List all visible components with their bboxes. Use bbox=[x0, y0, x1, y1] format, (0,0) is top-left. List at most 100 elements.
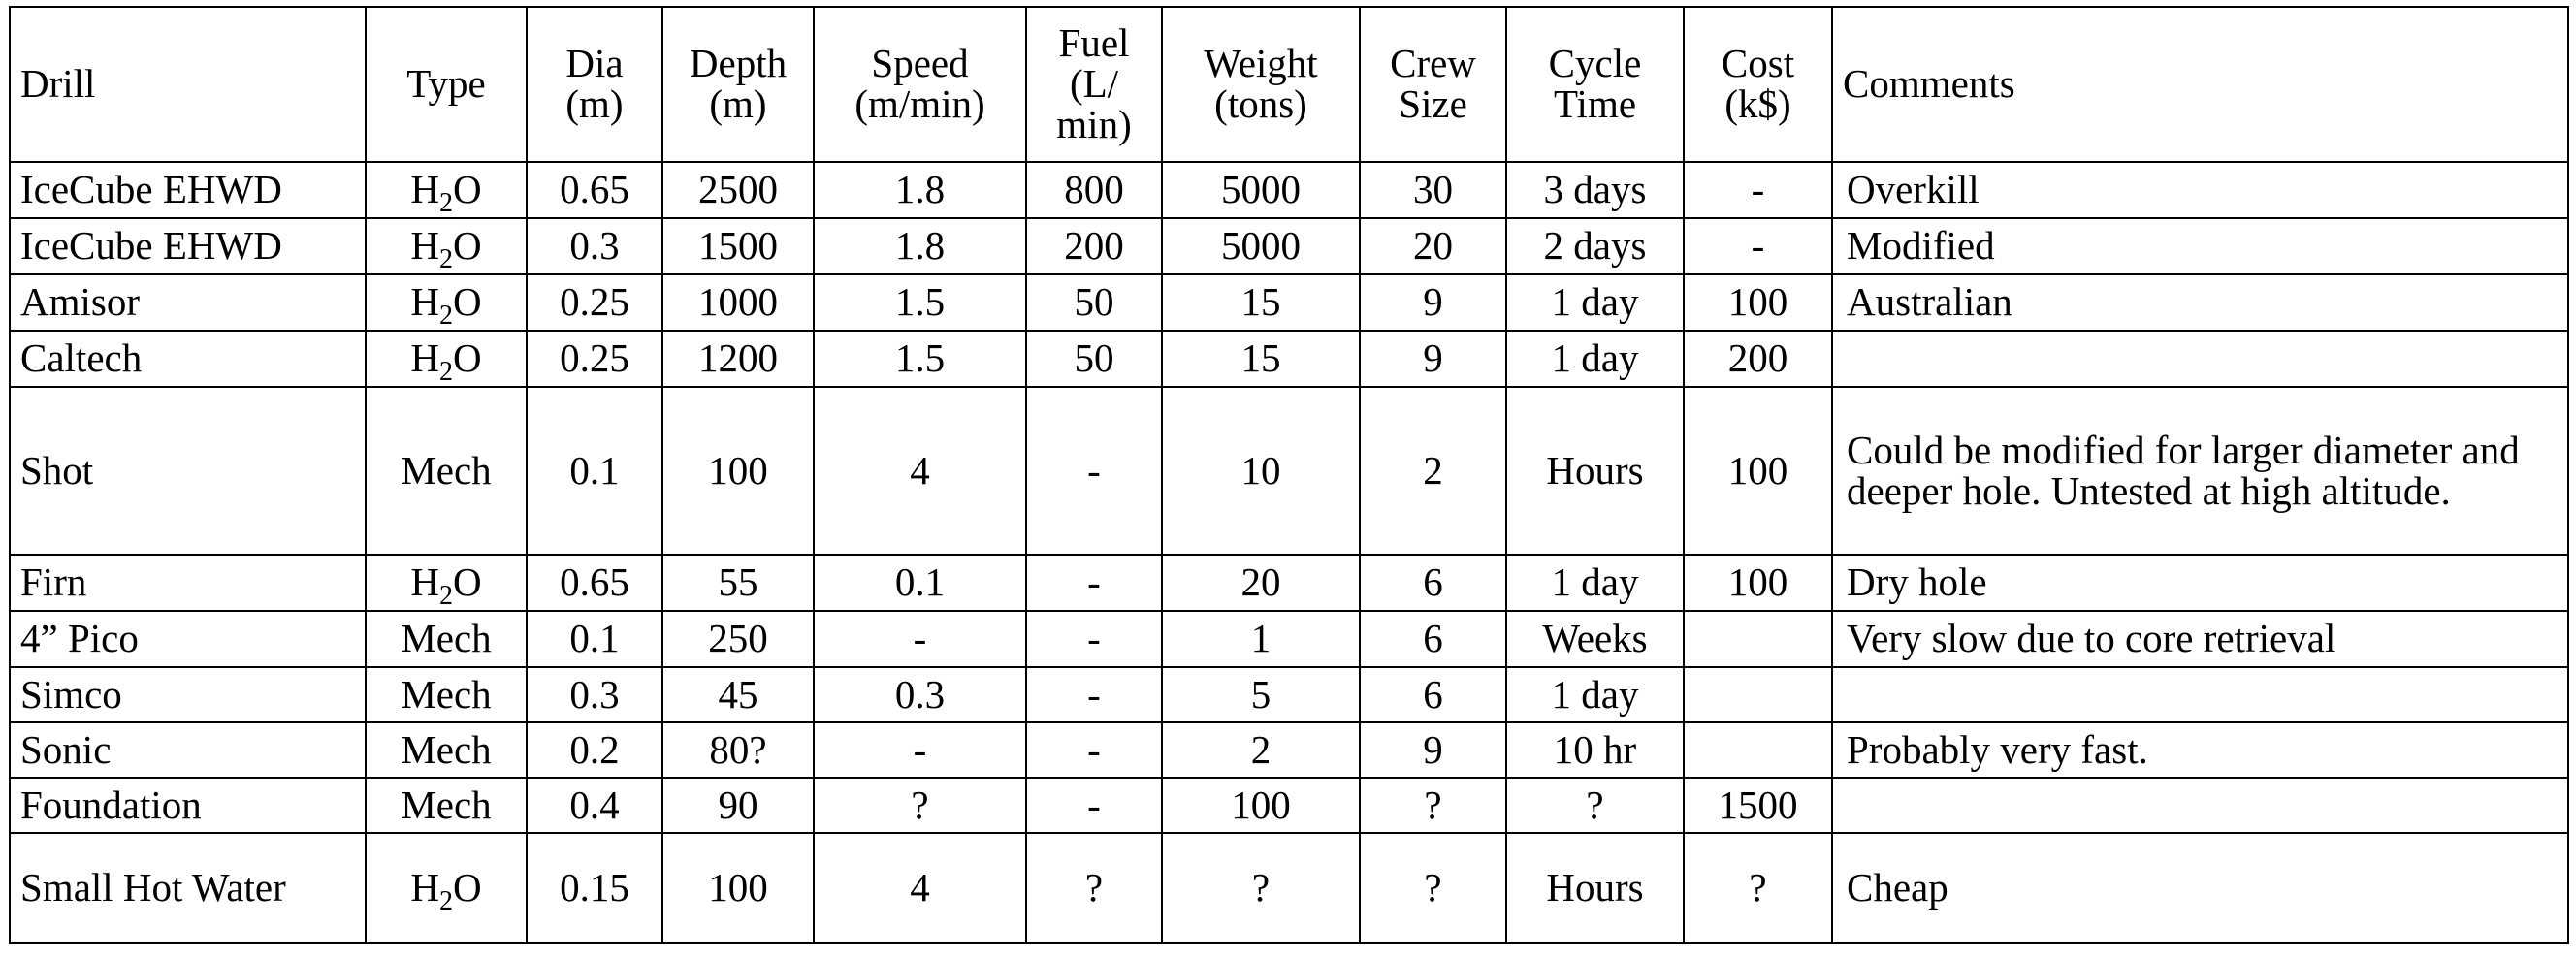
depth-text: 1000 bbox=[698, 279, 778, 325]
type-text: Mech bbox=[401, 782, 492, 827]
cell-dia: 0.65 bbox=[526, 554, 663, 612]
cell-cycle: 2 days bbox=[1505, 217, 1685, 275]
cycle-text: Weeks bbox=[1542, 616, 1648, 661]
formula-main: H bbox=[410, 279, 439, 325]
speed-text: ? bbox=[911, 782, 929, 827]
cell-weight: 5000 bbox=[1161, 217, 1361, 275]
cell-fuel: 200 bbox=[1025, 217, 1163, 275]
cell-fuel: - bbox=[1025, 610, 1163, 668]
cell-crew: ? bbox=[1359, 777, 1507, 834]
cost-text: 200 bbox=[1727, 335, 1788, 381]
formula-subscript: 2 bbox=[439, 886, 453, 917]
cell-crew: 9 bbox=[1359, 273, 1507, 332]
cell-depth: 1500 bbox=[661, 217, 815, 275]
cell-crew: ? bbox=[1359, 832, 1507, 944]
dia-text: 0.65 bbox=[560, 559, 629, 605]
drill-text: Small Hot Water bbox=[20, 865, 286, 910]
drill-text: IceCube EHWD bbox=[20, 223, 282, 269]
type-text: Mech bbox=[401, 671, 492, 717]
comments-text: Cheap bbox=[1847, 865, 1948, 910]
crew-text: 9 bbox=[1423, 335, 1443, 381]
depth-text: 80? bbox=[709, 726, 767, 772]
drill-text: Caltech bbox=[20, 335, 143, 381]
cell-dia: 0.2 bbox=[526, 721, 663, 779]
cell-cycle: 3 days bbox=[1505, 161, 1685, 219]
crew-text: ? bbox=[1424, 782, 1442, 827]
fuel-text: 50 bbox=[1074, 279, 1114, 325]
cycle-text: 2 days bbox=[1543, 223, 1647, 269]
fuel-text: - bbox=[1087, 726, 1101, 772]
cell-depth: 80? bbox=[661, 721, 815, 779]
cell-dia: 0.25 bbox=[526, 273, 663, 332]
cell-depth: 45 bbox=[661, 666, 815, 723]
cell-drill: Shot bbox=[9, 386, 367, 556]
cell-depth: 90 bbox=[661, 777, 815, 834]
cell-drill: Simco bbox=[9, 666, 367, 723]
cell-cost: - bbox=[1683, 217, 1833, 275]
weight-text: 5000 bbox=[1221, 223, 1301, 269]
cell-weight: 15 bbox=[1161, 330, 1361, 388]
cell-cycle: Hours bbox=[1505, 386, 1685, 556]
cell-cycle: ? bbox=[1505, 777, 1685, 834]
cell-drill: Foundation bbox=[9, 777, 367, 834]
cell-cycle: 1 day bbox=[1505, 554, 1685, 612]
speed-text: 1.5 bbox=[894, 335, 946, 381]
header-cycle: Cycle Time bbox=[1505, 6, 1685, 163]
cell-crew: 6 bbox=[1359, 554, 1507, 612]
dia-text: 0.25 bbox=[560, 335, 629, 381]
weight-text: 5 bbox=[1250, 671, 1272, 717]
drill-text: Simco bbox=[20, 671, 122, 717]
cell-type: H2O bbox=[365, 554, 528, 612]
speed-text: 4 bbox=[910, 447, 930, 493]
cell-fuel: ? bbox=[1025, 832, 1163, 944]
drill-text: Amisor bbox=[20, 279, 140, 325]
cell-cost: ? bbox=[1683, 832, 1833, 944]
cell-speed: 0.1 bbox=[813, 554, 1027, 612]
comments-text: Modified bbox=[1847, 223, 1995, 269]
comments-text: Could be modified for larger diameter an… bbox=[1847, 427, 2520, 513]
cell-dia: 0.25 bbox=[526, 330, 663, 388]
table-body: IceCube EHWD H2O 0.65 2500 1.8 800 5000 30 3 day… bbox=[9, 161, 2569, 944]
crew-text: 9 bbox=[1423, 726, 1443, 772]
type-text: Mech bbox=[401, 616, 492, 661]
cell-weight: ? bbox=[1161, 832, 1361, 944]
cell-cost bbox=[1683, 610, 1833, 668]
cell-type: Mech bbox=[365, 610, 528, 668]
table-row: IceCube EHWD H2O 0.3 1500 1.8 200 5000 20 2 days… bbox=[9, 217, 2569, 275]
depth-text: 1500 bbox=[698, 223, 778, 269]
fuel-text: 50 bbox=[1074, 335, 1114, 381]
cell-cycle: 10 hr bbox=[1505, 721, 1685, 779]
cell-type: Mech bbox=[365, 386, 528, 556]
table-row: Sonic Mech 0.2 80? - - 2 9 10 hr Probably very fa… bbox=[9, 721, 2569, 779]
cost-text: 100 bbox=[1727, 559, 1788, 605]
drill-text: 4” Pico bbox=[20, 616, 139, 661]
cell-drill: Firn bbox=[9, 554, 367, 612]
formula-main: H bbox=[410, 223, 439, 269]
cell-crew: 9 bbox=[1359, 721, 1507, 779]
cycle-text: ? bbox=[1586, 782, 1604, 827]
formula-tail: O bbox=[453, 167, 482, 212]
fuel-text: - bbox=[1087, 671, 1101, 717]
cell-comments bbox=[1831, 666, 2569, 723]
drill-text: IceCube EHWD bbox=[20, 167, 282, 212]
crew-text: 6 bbox=[1423, 559, 1443, 605]
formula-subscript: 2 bbox=[439, 244, 453, 274]
cell-speed: 1.8 bbox=[813, 161, 1027, 219]
crew-text: 20 bbox=[1413, 223, 1453, 269]
cell-speed: - bbox=[813, 721, 1027, 779]
cell-dia: 0.3 bbox=[526, 217, 663, 275]
fuel-text: 200 bbox=[1064, 223, 1124, 269]
table-row: Amisor H2O 0.25 1000 1.5 50 15 9 1 day 100 Austral… bbox=[9, 273, 2569, 332]
cell-weight: 5 bbox=[1161, 666, 1361, 723]
cell-comments: Australian bbox=[1831, 273, 2569, 332]
cell-speed: 1.5 bbox=[813, 330, 1027, 388]
cell-fuel: 50 bbox=[1025, 330, 1163, 388]
dia-text: 0.1 bbox=[569, 447, 620, 493]
cell-drill: Caltech bbox=[9, 330, 367, 388]
cell-fuel: - bbox=[1025, 554, 1163, 612]
cell-cycle: Hours bbox=[1505, 832, 1685, 944]
cell-crew: 9 bbox=[1359, 330, 1507, 388]
cell-type: H2O bbox=[365, 273, 528, 332]
type-text: Mech bbox=[401, 726, 492, 772]
table-row: Caltech H2O 0.25 1200 1.5 50 15 9 1 day 200 bbox=[9, 330, 2569, 388]
